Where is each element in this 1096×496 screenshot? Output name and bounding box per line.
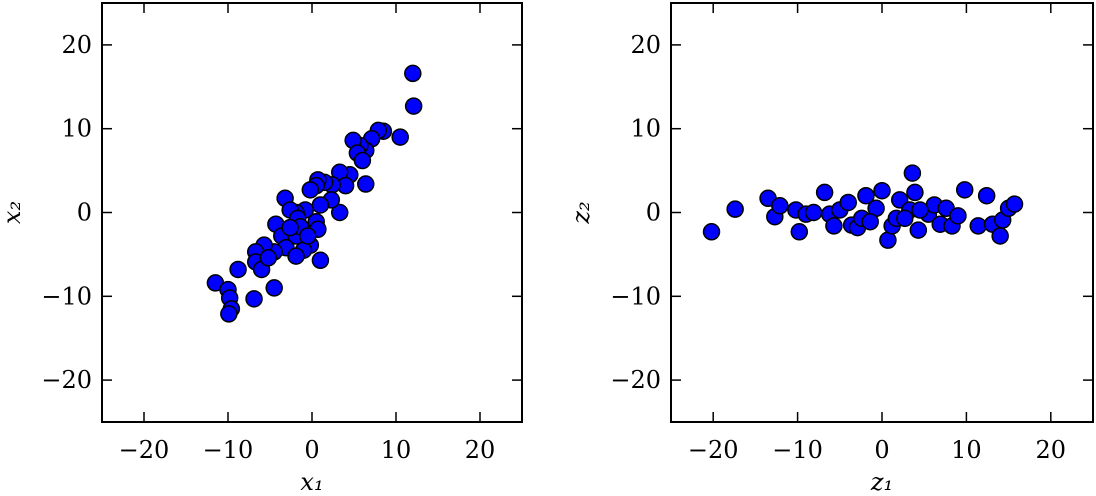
y-tick-label: 10 bbox=[630, 115, 661, 143]
point bbox=[815, 183, 834, 202]
y-tick-label: 0 bbox=[646, 199, 661, 227]
point bbox=[259, 249, 278, 267]
point bbox=[265, 279, 283, 297]
x-tick-label: 10 bbox=[381, 436, 412, 464]
point bbox=[839, 193, 857, 212]
point bbox=[299, 227, 317, 245]
point bbox=[357, 175, 375, 193]
point bbox=[969, 217, 987, 235]
y-tick-label: 10 bbox=[61, 115, 92, 143]
y-axis-label: z₂ bbox=[567, 201, 595, 224]
point bbox=[311, 251, 330, 270]
point bbox=[330, 203, 349, 222]
point bbox=[977, 186, 996, 205]
point bbox=[353, 151, 372, 170]
x-axis-label: x₁ bbox=[300, 468, 323, 496]
point bbox=[726, 200, 744, 218]
point bbox=[949, 207, 967, 225]
point bbox=[404, 64, 422, 83]
point bbox=[771, 197, 789, 215]
x-tick-label: −20 bbox=[119, 436, 170, 464]
point bbox=[825, 217, 843, 235]
y-tick-label: −10 bbox=[610, 282, 661, 310]
point bbox=[790, 223, 809, 241]
x-tick-label: −20 bbox=[688, 436, 739, 464]
y-tick-label: 20 bbox=[61, 31, 92, 59]
x-tick-label: 0 bbox=[874, 436, 889, 464]
x-tick-label: 10 bbox=[951, 436, 982, 464]
point bbox=[873, 181, 891, 200]
point bbox=[229, 260, 247, 279]
y-tick-label: 0 bbox=[77, 199, 92, 227]
point bbox=[281, 218, 299, 237]
point bbox=[311, 196, 330, 214]
x-tick-label: 20 bbox=[1036, 436, 1067, 464]
point bbox=[857, 186, 875, 205]
y-tick-label: −20 bbox=[610, 366, 661, 394]
point bbox=[879, 231, 897, 249]
x-axis-label: z₁ bbox=[870, 468, 893, 496]
point bbox=[903, 164, 922, 182]
point bbox=[245, 290, 263, 308]
point bbox=[955, 181, 974, 199]
point bbox=[991, 227, 1009, 245]
point bbox=[391, 128, 409, 146]
point bbox=[301, 181, 320, 199]
x-tick-label: −10 bbox=[203, 436, 254, 464]
x-tick-label: −10 bbox=[772, 436, 823, 464]
point bbox=[404, 97, 423, 115]
point bbox=[909, 221, 928, 239]
point bbox=[896, 209, 914, 228]
point bbox=[861, 212, 879, 231]
y-tick-label: −20 bbox=[41, 366, 92, 394]
y-tick-label: 20 bbox=[630, 31, 661, 59]
point bbox=[1005, 195, 1024, 213]
point bbox=[702, 223, 721, 241]
point bbox=[804, 203, 823, 222]
y-tick-label: −10 bbox=[41, 282, 92, 310]
x-tick-label: 20 bbox=[465, 436, 496, 464]
point bbox=[911, 201, 929, 219]
point bbox=[906, 183, 924, 202]
y-axis-label: x₂ bbox=[0, 201, 26, 224]
point bbox=[287, 247, 305, 265]
x-tick-label: 0 bbox=[304, 436, 319, 464]
point bbox=[220, 305, 238, 323]
